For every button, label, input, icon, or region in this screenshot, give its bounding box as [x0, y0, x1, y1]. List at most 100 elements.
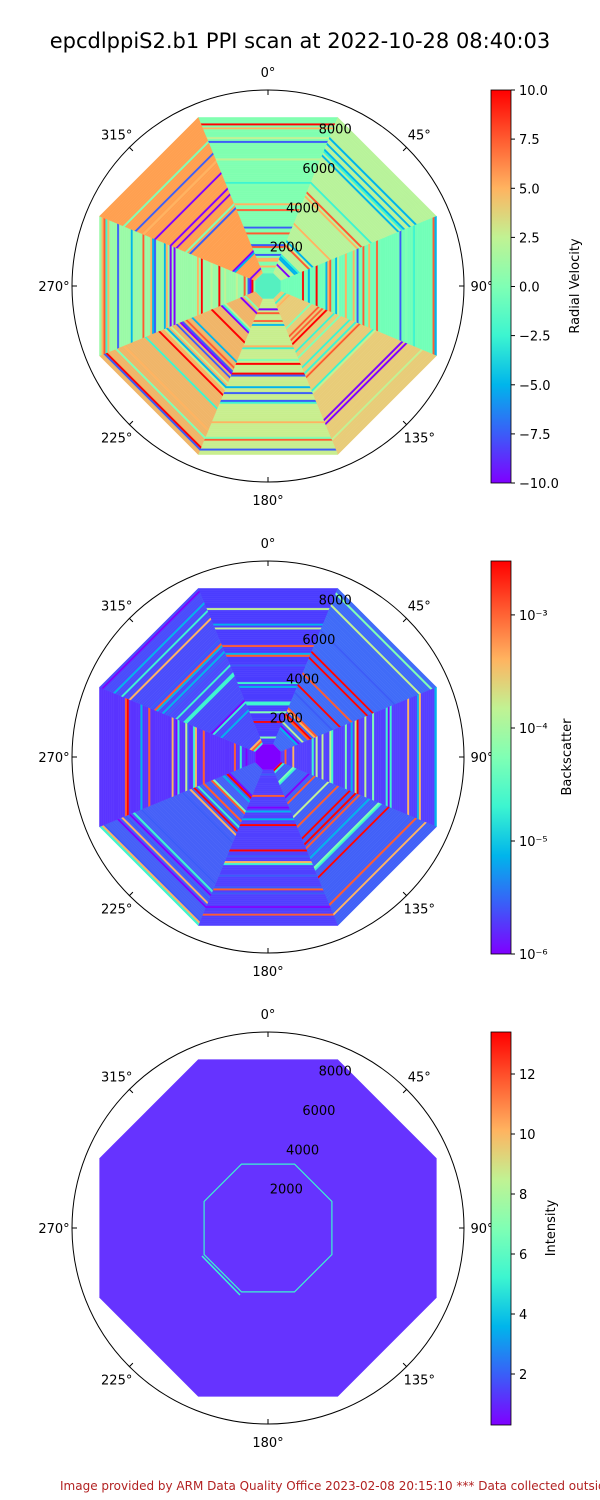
ppi-stripe: [159, 711, 162, 803]
angle-tick-label: 225°: [101, 431, 132, 446]
ppi-stripe: [203, 909, 333, 913]
ppi-stripe: [222, 648, 314, 651]
ppi-stripe: [218, 874, 318, 878]
ppi-stripe: [292, 745, 295, 769]
ppi-stripe: [196, 256, 199, 316]
range-tick-label: 6000: [302, 633, 335, 648]
ppi-stripe: [303, 269, 307, 303]
ppi-stripe: [207, 140, 329, 143]
ppi-stripe: [255, 314, 281, 317]
ppi-stripe: [377, 710, 381, 804]
ppi-stripe: [370, 242, 373, 330]
ppi-stripe: [227, 380, 309, 383]
ppi-stripe: [245, 808, 291, 811]
colorbar-tick-label: −5.0: [519, 379, 551, 394]
ppi-stripe: [252, 791, 284, 794]
angle-tick-label: 0°: [261, 66, 276, 81]
ppi-stripe: [243, 226, 293, 229]
ppi-stripe: [260, 773, 276, 776]
ppi-stripe: [201, 598, 335, 601]
ppi-stripe: [346, 723, 350, 791]
ppi-stripe: [284, 278, 287, 294]
ppi-stripe: [225, 386, 311, 389]
ppi-stripe: [416, 694, 420, 820]
ppi-stripe: [253, 789, 283, 792]
ppi-stripe: [227, 189, 309, 192]
ppi-stripe: [147, 707, 151, 807]
ppi-stripe: [216, 878, 320, 881]
ppi-stripe: [331, 258, 334, 314]
ppi-stripe: [167, 244, 170, 328]
ppi-stripe: [169, 715, 172, 799]
range-tick-label: 2000: [270, 1183, 303, 1198]
ppi-stripe: [245, 276, 248, 296]
ppi-stripe: [323, 732, 326, 782]
ppi-stripe: [214, 411, 322, 414]
ppi-stripe: [203, 438, 333, 442]
ppi-stripe: [197, 923, 339, 926]
ppi-stripe: [223, 267, 227, 305]
ppi-stripe: [358, 247, 361, 325]
ppi-stripe: [197, 117, 339, 120]
ppi-stripe: [157, 240, 160, 332]
colorbar-tick-label: −7.5: [519, 428, 551, 443]
ppi-stripe: [224, 181, 312, 184]
ppi-stripe: [151, 708, 155, 806]
ppi-stripe: [348, 722, 352, 792]
ppi-stripe: [296, 273, 299, 299]
ppi-stripe: [387, 235, 390, 337]
range-tick-label: 8000: [319, 594, 352, 609]
ppi-stripe: [290, 746, 293, 768]
ppi-fill: [99, 1059, 437, 1397]
ppi-stripe: [151, 237, 155, 335]
ppi-stripe: [258, 306, 278, 309]
ppi-stripe: [116, 694, 120, 820]
ppi-stripe: [210, 619, 326, 622]
ppi-stripe: [329, 259, 332, 313]
ppi-stripe: [240, 820, 296, 823]
ppi-stripe: [109, 219, 112, 353]
ppi-stripe: [294, 274, 297, 298]
ppi-stripe: [202, 440, 334, 444]
ppi-stripe: [207, 900, 329, 903]
ppi-stripe: [414, 223, 418, 349]
ppi-stripe: [244, 230, 292, 233]
ppi-stripe: [242, 816, 294, 819]
ppi-stripe: [198, 921, 338, 924]
colorbar-label: Backscatter: [560, 718, 575, 796]
ppi-stripe: [155, 710, 159, 804]
ppi-stripe: [212, 417, 324, 420]
ppi-stripe: [213, 154, 323, 157]
ppi-stripe: [251, 323, 285, 327]
ppi-stripe: [221, 266, 225, 306]
ppi-stripe: [226, 853, 310, 856]
ppi-stripe: [204, 436, 332, 440]
ppi-stripe: [234, 835, 302, 839]
ppi-stripe: [385, 707, 389, 807]
ppi-stripe: [136, 231, 139, 341]
ppi-stripe: [221, 173, 315, 177]
ppi-stripe: [207, 611, 329, 614]
ppi-stripe: [147, 236, 151, 336]
ppi-stripe: [247, 236, 289, 239]
ppi-stripe: [199, 919, 337, 922]
ppi-core: [255, 744, 281, 770]
ppi-stripe: [239, 218, 297, 221]
ppi-stripe: [165, 714, 168, 800]
ppi-stripe: [192, 725, 196, 789]
angle-tick-label: 315°: [101, 129, 132, 144]
ppi-stripe: [230, 374, 306, 377]
ppi-stripe: [188, 724, 192, 790]
colorbar-tick-label: 5.0: [519, 182, 540, 197]
ppi-stripe: [209, 425, 327, 428]
ppi-stripe: [220, 642, 316, 646]
ppi-stripe: [232, 839, 304, 842]
angle-tick-label: 135°: [404, 1373, 435, 1388]
ppi-stripe: [226, 185, 310, 188]
figure-title: epcdlppiS2.b1 PPI scan at 2022-10-28 08:…: [50, 29, 551, 53]
ppi-stripe: [205, 134, 331, 138]
ppi-stripe: [237, 744, 240, 770]
ppi-stripe: [253, 318, 283, 321]
ppi-stripe: [173, 717, 176, 797]
ppi-data-area: [99, 588, 437, 926]
